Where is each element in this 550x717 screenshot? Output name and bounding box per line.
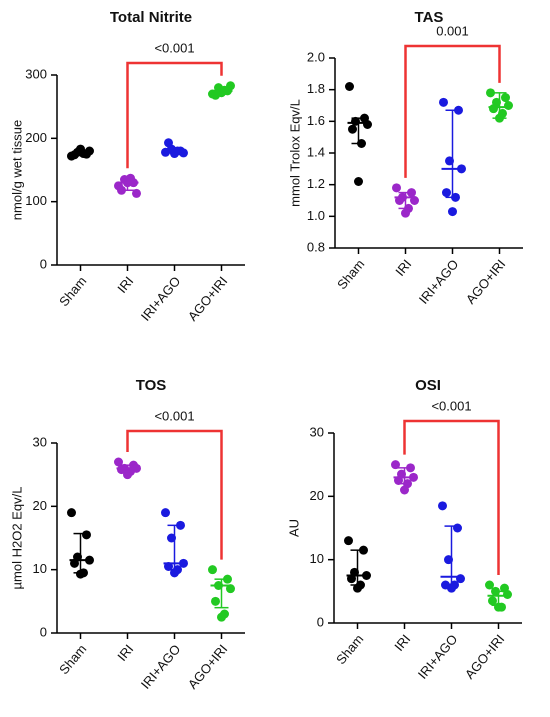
x-tick-label: IRI+AGO [138,273,184,323]
data-point [488,596,497,606]
y-tick-label: 20 [310,488,324,503]
y-tick-label: 10 [33,561,47,576]
significance-label: <0.001 [431,398,471,413]
x-tick-label: IRI [391,631,413,653]
data-point [354,177,363,186]
data-point [211,596,220,606]
data-point [76,569,85,579]
x-tick-label: IRI+AGO [138,641,184,691]
significance-bracket [404,44,501,178]
data-point [345,82,354,91]
x-tick-label: AGO+IRI [185,641,231,691]
chart-title: TOS [136,377,167,394]
x-tick-label: Sham [56,273,89,309]
data-point [82,530,91,540]
y-tick-label: 0.8 [307,239,325,254]
data-point [453,523,462,533]
y-tick-label: 1.4 [307,144,325,159]
x-tick-label: IRI+AGO [415,631,461,681]
data-point [400,485,409,495]
y-tick-label: 0 [317,614,324,629]
panel: TAS mmol Trolox Eqv/L 0.8 1.0 1.2 1.4 1.6 1.8 2.… [287,9,523,307]
y-tick-label: 1.8 [307,81,325,96]
significance-label: 0.001 [436,23,469,38]
x-tick-label: Sham [333,631,366,667]
data-point [161,508,170,518]
data-point [208,565,217,575]
data-point [392,183,401,193]
x-tick-label: AGO+IRI [463,256,509,306]
data-point [439,97,448,107]
data-point [114,457,123,467]
data-point [344,536,353,546]
y-tick-label: 200 [25,130,47,145]
x-tick-label: Sham [56,641,89,677]
data-point [391,460,400,470]
chart-title: OSI [415,377,441,394]
significance-bracket [403,419,500,575]
y-tick-label: 1.0 [307,208,325,223]
y-axis-label: µmol H2O2 Eqv/L [9,487,24,590]
data-point [123,470,132,480]
panel: Total Nitrite nmol/g wet tissue 0 100 200 300… [9,9,245,324]
y-tick-label: 30 [310,424,324,439]
data-point [348,124,357,134]
x-tick-label: IRI [114,273,136,295]
data-point [217,612,226,622]
data-point [164,138,173,148]
chart-title: Total Nitrite [110,9,192,26]
x-tick-label: AGO+IRI [185,273,231,323]
y-tick-label: 1.2 [307,176,325,191]
y-axis-label: AU [286,519,301,537]
data-point [485,580,494,590]
data-point [501,93,510,103]
x-tick-label: IRI [114,641,136,663]
y-tick-label: 20 [33,498,47,513]
data-point [363,120,372,129]
data-point [438,501,447,511]
y-tick-label: 2.0 [307,49,325,64]
data-point [401,208,410,218]
significance-label: <0.001 [154,40,194,55]
x-tick-label: AGO+IRI [462,631,508,681]
y-tick-label: 30 [33,434,47,449]
significance-bracket [126,61,223,169]
data-point [448,207,457,217]
panel: TOS µmol H2O2 Eqv/L 0 10 20 30 Sham IRI IRI+AGO A… [9,377,245,692]
y-tick-label: 0 [40,256,47,271]
x-tick-label: Sham [334,256,367,292]
x-tick-label: IRI+AGO [416,256,462,306]
data-point [170,568,179,578]
data-point [486,88,495,98]
y-axis-label: mmol Trolox Eqv/L [287,99,302,207]
y-tick-label: 1.6 [307,113,325,128]
y-tick-label: 100 [25,193,47,208]
y-tick-label: 300 [25,66,47,81]
significance-bracket [126,429,223,560]
data-point [67,508,76,518]
y-axis-label: nmol/g wet tissue [9,120,24,220]
data-point [489,104,498,114]
data-point [353,583,362,593]
significance-label: <0.001 [154,408,194,423]
y-tick-label: 0 [40,624,47,639]
x-tick-label: IRI [392,256,414,278]
data-point [442,188,451,198]
y-tick-label: 10 [310,551,324,566]
data-point [504,101,513,110]
data-point [132,188,141,198]
chart-title: TAS [415,9,444,26]
panel: OSI AU 0 10 20 30 Sham IRI IRI+AGO AGO+IRI <0.001 [286,377,522,682]
